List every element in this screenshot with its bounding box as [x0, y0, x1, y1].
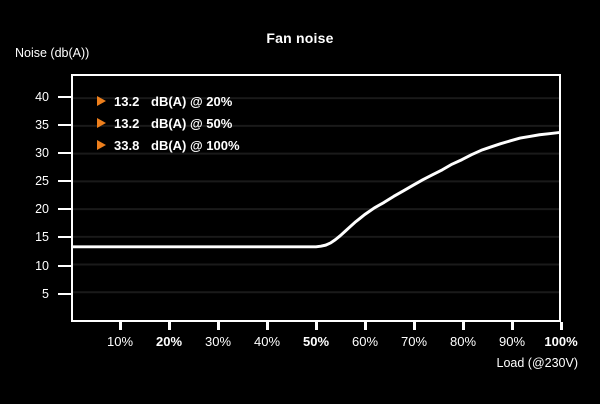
y-axis-title: Noise (db(A)) [15, 46, 90, 60]
x-tick-label: 70% [400, 334, 428, 349]
x-axis-tick [314, 322, 318, 330]
x-axis-tick [118, 322, 122, 330]
y-tick-label: 30 [35, 145, 49, 160]
y-axis-tick [58, 236, 71, 239]
y-axis-tick [58, 264, 71, 267]
legend: 13.2 dB(A) @ 20% 13.2 dB(A) @ 50% 33.8 d… [97, 93, 240, 153]
x-tick-label: 60% [351, 334, 379, 349]
legend-item: 13.2 dB(A) @ 50% [97, 115, 240, 131]
x-tick-label: 40% [253, 334, 281, 349]
x-axis-tick [216, 322, 220, 330]
y-tick-label: 40 [35, 89, 49, 104]
legend-label: dB(A) @ 20% [151, 93, 233, 109]
x-tick-label: 20% [155, 334, 183, 349]
x-tick-label: 80% [449, 334, 477, 349]
y-axis-tick [58, 95, 71, 98]
triangle-right-icon [97, 96, 106, 106]
legend-label: dB(A) @ 50% [151, 115, 233, 131]
noise-curve-svg [73, 97, 559, 294]
triangle-right-icon [97, 140, 106, 150]
triangle-right-icon [97, 118, 106, 128]
x-axis-title: Load (@230V) [496, 356, 579, 370]
y-tick-label: 25 [35, 174, 49, 189]
x-axis-tick [510, 322, 514, 330]
x-axis-tick [461, 322, 465, 330]
x-axis-tick [167, 322, 171, 330]
y-tick-label: 15 [35, 230, 49, 245]
x-tick-label: 90% [498, 334, 526, 349]
legend-value: 33.8 [114, 137, 140, 153]
x-tick-label: 50% [302, 334, 330, 349]
legend-value: 13.2 [114, 115, 140, 131]
x-axis-tick [412, 322, 416, 330]
x-axis-tick [363, 322, 367, 330]
y-tick-label: 5 [42, 286, 49, 301]
legend-item: 33.8 dB(A) @ 100% [97, 137, 240, 153]
legend-item: 13.2 dB(A) @ 20% [97, 93, 240, 109]
y-axis-tick [58, 208, 71, 211]
noise-curve-line [73, 131, 559, 249]
y-axis-tick [58, 151, 71, 154]
y-axis-tick [58, 123, 71, 126]
x-tick-label: 30% [204, 334, 232, 349]
x-tick-label: 100% [544, 334, 578, 349]
y-axis-tick [58, 292, 71, 295]
chart-title: Fan noise [266, 30, 334, 46]
y-tick-label: 10 [35, 258, 49, 273]
x-axis-tick [559, 322, 563, 330]
y-tick-label: 35 [35, 117, 49, 132]
legend-label: dB(A) @ 100% [151, 137, 240, 153]
x-tick-label: 10% [106, 334, 134, 349]
plot-area: 13.2 dB(A) @ 20% 13.2 dB(A) @ 50% 33.8 d… [71, 74, 561, 322]
legend-value: 13.2 [114, 93, 140, 109]
y-tick-label: 20 [35, 202, 49, 217]
y-axis-tick [58, 180, 71, 183]
x-axis-tick [265, 322, 269, 330]
